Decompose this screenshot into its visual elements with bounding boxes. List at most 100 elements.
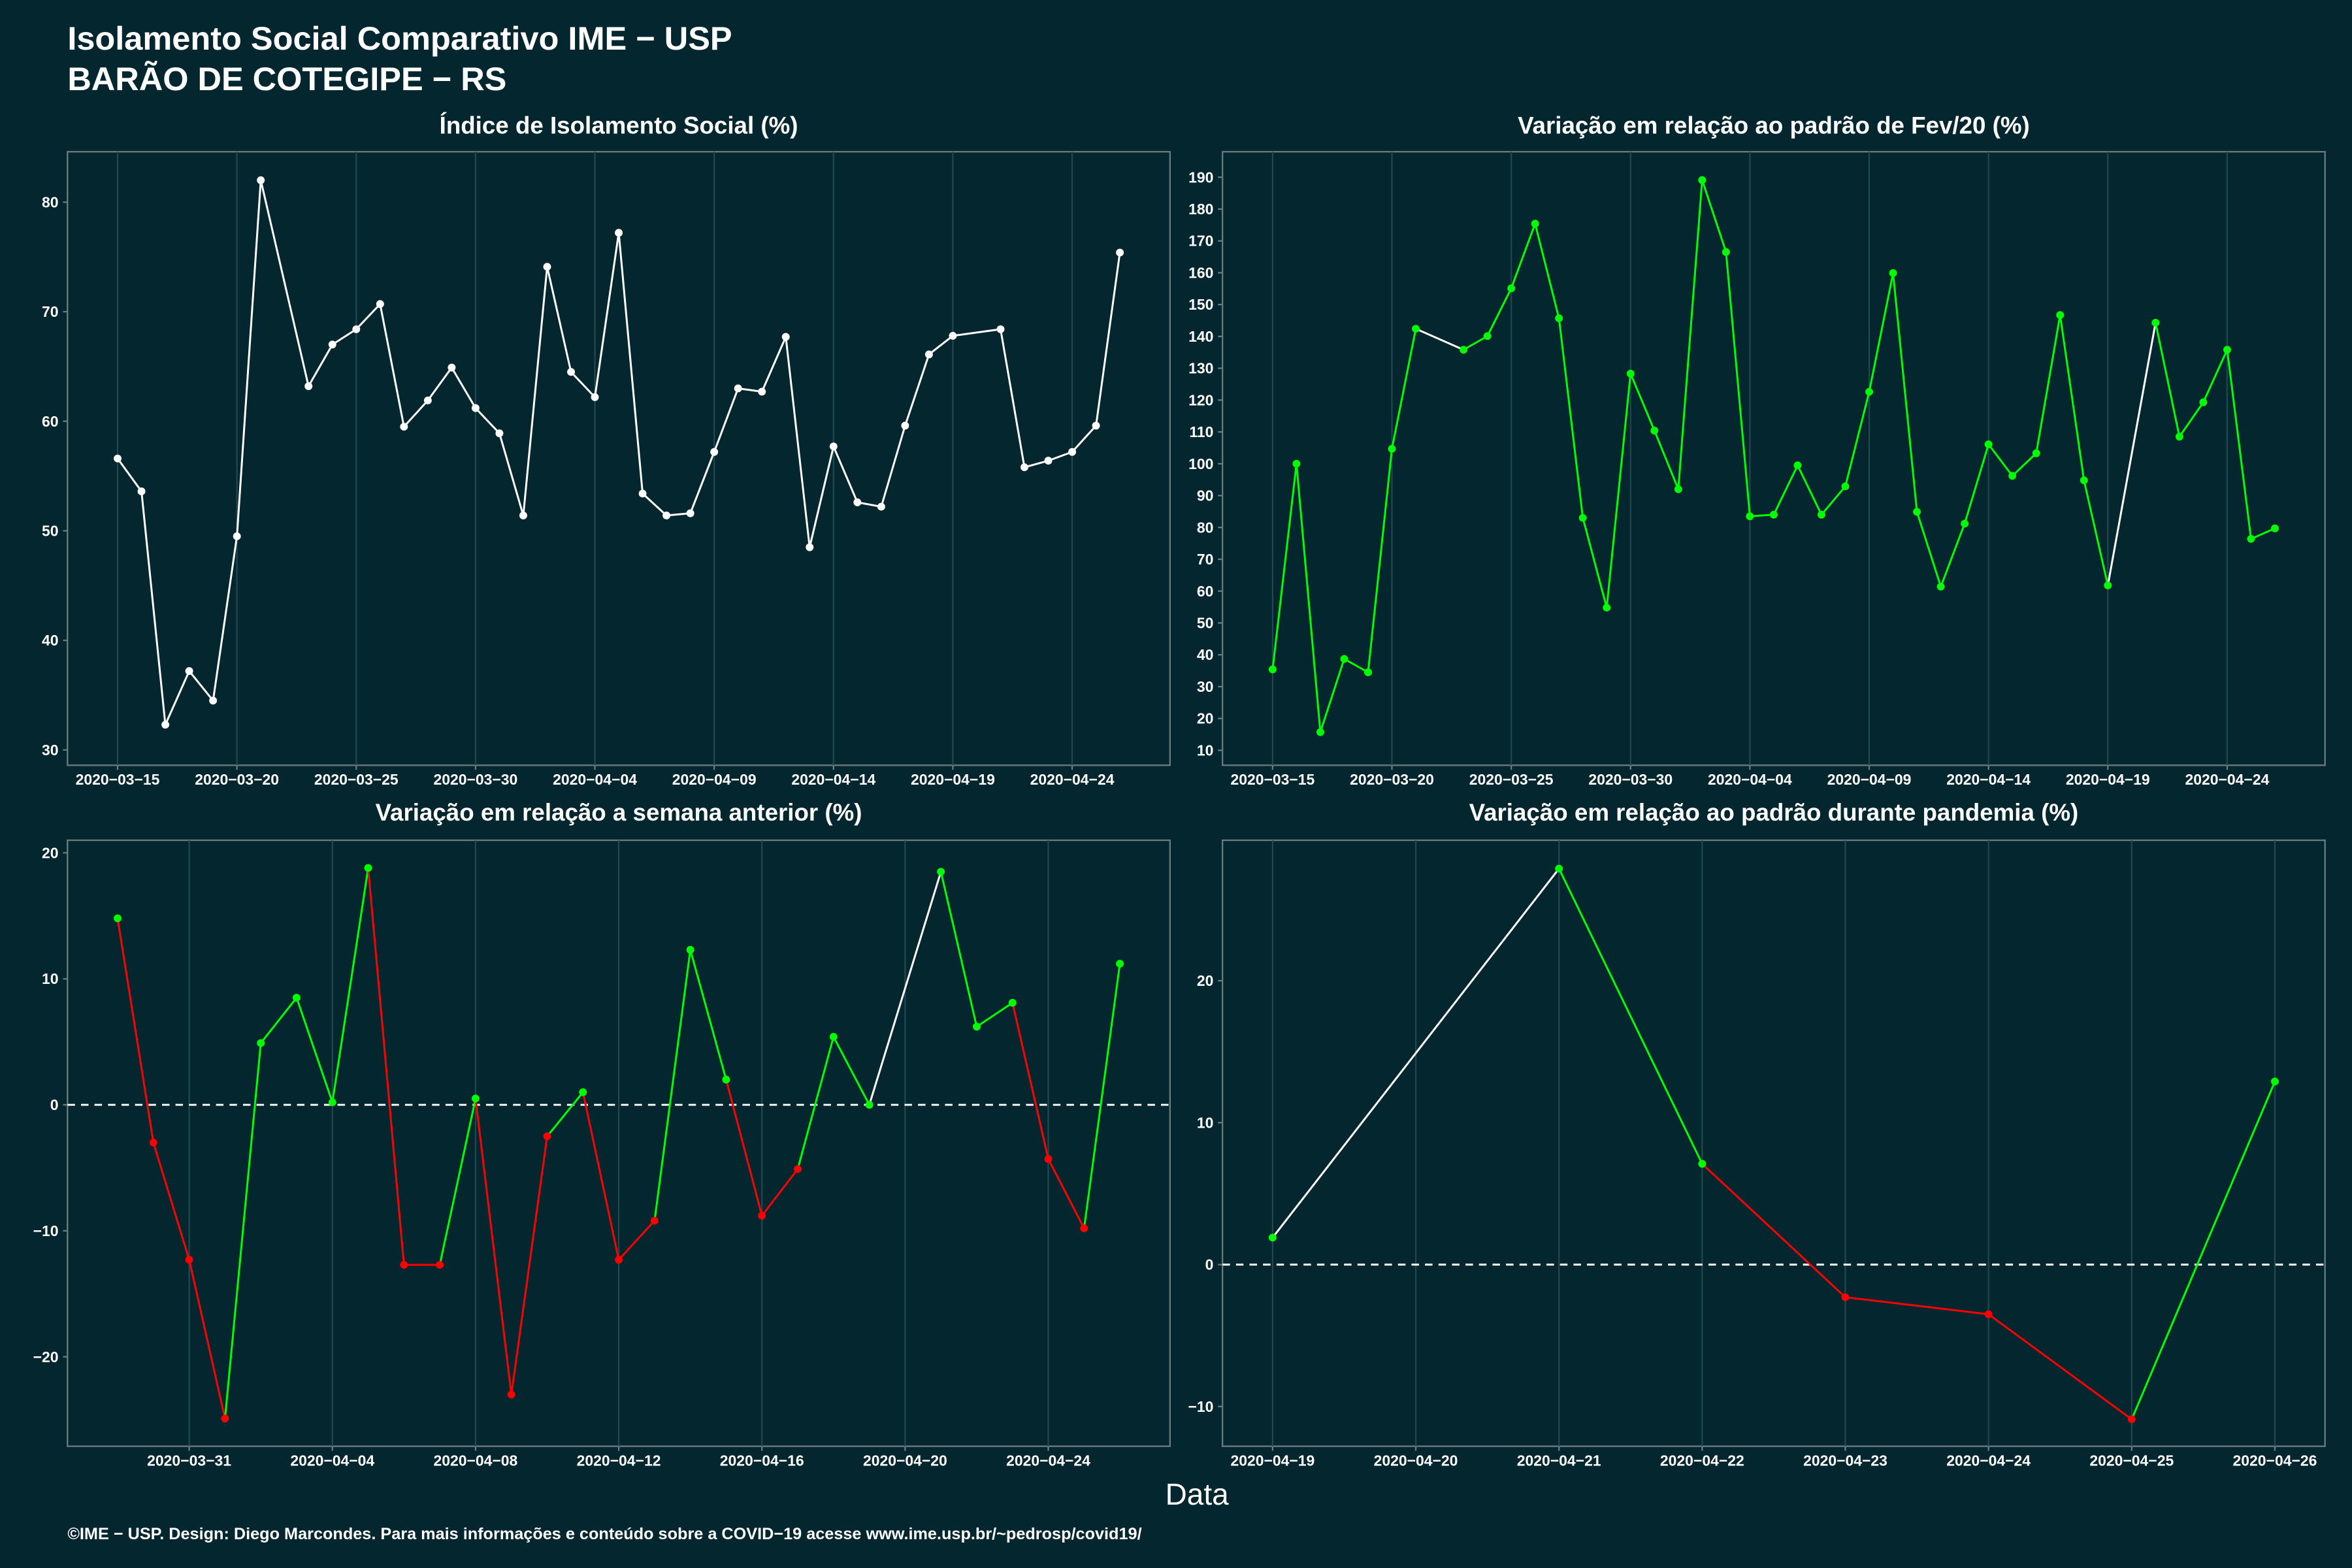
point [1746, 512, 1754, 521]
line-segment [2035, 315, 2061, 453]
point [2199, 398, 2208, 406]
point [650, 1217, 659, 1225]
line-segment [738, 387, 762, 393]
point [1044, 457, 1053, 465]
line-segment [928, 335, 954, 355]
line-segment [438, 1098, 477, 1266]
y-tick-label: −10 [33, 1222, 59, 1239]
point [806, 543, 814, 551]
plot-area [1222, 151, 2326, 766]
line-segment [522, 267, 548, 516]
point [1080, 1224, 1088, 1233]
line-segment [259, 180, 310, 387]
line-segment [1271, 868, 1560, 1239]
point [972, 1022, 981, 1031]
line-segment [594, 233, 620, 398]
line-segment [1701, 1163, 1846, 1298]
y-tick-label: 10 [1197, 1114, 1214, 1131]
y-tick-label: 90 [1197, 487, 1214, 504]
point [1068, 448, 1077, 456]
line-segment [498, 433, 525, 516]
line-segment [761, 1168, 799, 1217]
line-segment [236, 180, 262, 536]
point [149, 1138, 157, 1147]
line-segment [1677, 180, 1703, 489]
line-segment [904, 354, 930, 426]
point [471, 1094, 480, 1103]
point [233, 532, 241, 540]
point [328, 1098, 336, 1107]
point [185, 1256, 193, 1264]
point [495, 429, 504, 438]
y-tick-label: 130 [1188, 360, 1213, 377]
line-segment [1415, 327, 1464, 351]
x-tick-label: 2020−03−30 [1588, 771, 1673, 788]
line-segment [832, 446, 858, 503]
line-segment [1024, 459, 1049, 468]
x-tick-label: 2020−04−16 [720, 1452, 804, 1469]
line-segment [1011, 1002, 1049, 1160]
point [781, 333, 790, 341]
line-segment [1797, 465, 1823, 515]
point [1316, 728, 1324, 736]
line-segment [1319, 659, 1345, 733]
point [1650, 427, 1659, 435]
line-segment [689, 949, 727, 1080]
footer: ©IME − USP. Design: Diego Marcondes. Par… [67, 1525, 1141, 1543]
plot-area [1222, 839, 2326, 1447]
point [865, 1101, 874, 1109]
point [2247, 534, 2255, 543]
y-tick-label: 160 [1188, 264, 1213, 281]
line-segment [1629, 373, 1656, 431]
point [758, 1211, 766, 1220]
y-tick-label: 110 [1189, 423, 1213, 440]
y-tick-label: 20 [1197, 972, 1214, 989]
point [1984, 1310, 1993, 1318]
point [1340, 655, 1348, 663]
line-segment [1605, 373, 1632, 608]
line-segment [510, 1136, 548, 1395]
point [1936, 582, 1945, 591]
line-segment [581, 1092, 620, 1260]
line-segment [331, 328, 357, 346]
line-segment [188, 670, 214, 702]
panel-title: Variação em relação ao padrão de Fev/20 … [1518, 112, 2030, 139]
line-segment [1558, 318, 1584, 518]
point [1793, 461, 1802, 470]
point [1092, 421, 1100, 430]
line-segment [116, 918, 155, 1143]
x-tick-label: 2020−04−04 [290, 1452, 374, 1469]
x-tick-label: 2020−04−04 [553, 771, 637, 788]
x-tick-label: 2020−03−15 [1230, 771, 1315, 788]
point [1507, 284, 1516, 293]
y-tick-label: 80 [1197, 519, 1214, 536]
point [1460, 346, 1468, 354]
point [161, 721, 170, 729]
point [1698, 176, 1707, 184]
point [257, 176, 265, 184]
point [722, 1075, 730, 1084]
point [1044, 1155, 1053, 1163]
line-segment [2106, 322, 2157, 586]
line-segment [295, 997, 334, 1103]
point [448, 363, 456, 372]
point [519, 512, 527, 519]
y-tick-label: 190 [1188, 169, 1213, 186]
point [257, 1039, 265, 1047]
point [853, 498, 862, 506]
point [758, 387, 766, 396]
point [686, 945, 694, 954]
y-tick-label: 100 [1188, 455, 1213, 472]
line-segment [1845, 1296, 1989, 1316]
point [1531, 220, 1539, 228]
point [2032, 449, 2040, 457]
x-tick-label: 2020−03−31 [147, 1452, 231, 1469]
line-segment [1892, 272, 1918, 512]
line-segment [713, 387, 740, 453]
x-tick-label: 2020−04−24 [1006, 1452, 1090, 1469]
y-tick-label: 60 [1197, 583, 1214, 600]
y-tick-label: 10 [42, 970, 59, 987]
line-segment [1987, 444, 2014, 477]
line-segment [953, 328, 1001, 337]
